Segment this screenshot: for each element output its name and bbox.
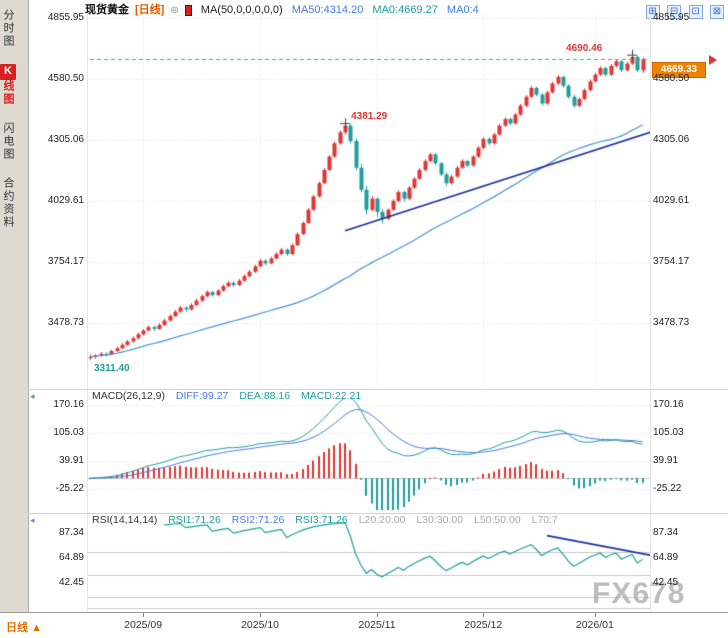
main-y-axis-label: 3478.73: [653, 317, 690, 328]
price-annotation: 3311.40: [94, 363, 130, 375]
main-y-axis-label: 4305.06: [47, 134, 84, 145]
candle-chart-label: 线图: [2, 80, 14, 106]
main-y-axis-label: 3754.17: [47, 256, 84, 267]
rsi-y-axis-label: 64.89: [653, 552, 679, 563]
rsi-y-axis-label: 87.34: [58, 527, 84, 538]
indicator-pane-icon[interactable]: ⊡: [688, 5, 703, 19]
ma-settings-label[interactable]: MA(50,0,0,0,0,0): [200, 4, 283, 16]
remove-pane-icon[interactable]: ⊟: [667, 5, 682, 19]
date-label: 2025/10: [241, 619, 280, 631]
period-tag[interactable]: [日线]: [135, 4, 165, 16]
rsi-name-label[interactable]: RSI(14,14,14): [92, 514, 158, 526]
chart-header: 现货黄金 [日线] ⊜ MA(50,0,0,0,0,0) MA50:4314.20 …: [85, 1, 485, 16]
period-selector[interactable]: 日线 ▲: [6, 622, 42, 634]
date-label: 2025/09: [124, 619, 163, 631]
time-axis-bar: 日线 ▲ 2025/09 2025/10 2025/11 2025/12 2026/01: [0, 612, 728, 638]
date-label: 2025/11: [358, 619, 396, 631]
left-axis-separator: [87, 14, 88, 612]
macd-diff-value: DIFF:99.27: [175, 390, 229, 402]
rsi-y-axis-label: 87.34: [653, 527, 679, 538]
rsi-header: RSI(14,14,14) RSI1:71.26 RSI2:71.26 RSI3…: [92, 514, 566, 526]
rsi1-value: RSI1:71.26: [168, 514, 221, 526]
date-label: 2025/12: [464, 619, 503, 631]
price-annotation: 4381.29: [351, 111, 388, 123]
axis-tick: [143, 613, 145, 617]
rsi-y-axis-label: 64.89: [58, 552, 84, 563]
date-label: 2026/01: [575, 619, 614, 631]
fullscreen-icon[interactable]: ⊠: [710, 5, 724, 19]
axis-tick: [483, 613, 485, 617]
ma0-value-2: MA0:4: [446, 4, 479, 16]
settings-icon[interactable]: ⊜: [170, 5, 179, 16]
main-y-axis-label: 4580.50: [653, 73, 690, 84]
main-y-axis-label: 4305.06: [653, 134, 690, 145]
axis-tick: [376, 613, 378, 617]
main-y-axis-label: 4029.61: [47, 195, 84, 206]
macd-y-axis-label: 39.91: [653, 455, 679, 466]
rsi-y-axis-label: 42.45: [653, 577, 679, 588]
rsi3-value: RSI3:71.26: [295, 514, 348, 526]
macd-rsi-separator: [28, 513, 728, 514]
rsi-l20-value: L20:20.00: [358, 514, 406, 526]
macd-y-axis-label: 170.16: [653, 399, 684, 410]
main-y-axis-label: 4855.95: [653, 12, 690, 23]
macd-y-axis-label: 170.16: [53, 399, 84, 410]
macd-y-axis-label: -25.22: [653, 483, 682, 494]
price-annotation: 4690.46: [566, 42, 603, 54]
fx678-watermark: FX678: [592, 577, 686, 610]
macd-y-axis-label: 39.91: [58, 455, 84, 466]
period-arrow-icon: ▲: [31, 622, 42, 634]
ma50-value: MA50:4314.20: [291, 4, 364, 16]
current-price-arrow-icon: [709, 54, 717, 65]
rsi-l30-value: L30:30.00: [416, 514, 464, 526]
candle-chart-chip: K: [0, 64, 16, 80]
sidebar-item-time-chart[interactable]: 分时图: [2, 9, 14, 48]
macd-header: MACD(26,12,9) DIFF:99.27 DEA:88.16 MACD:…: [92, 390, 369, 402]
sidebar-item-contract-info[interactable]: 合约资料: [2, 177, 14, 229]
macd-dea-value: DEA:88.16: [239, 390, 291, 402]
main-y-axis-label: 3754.17: [653, 256, 690, 267]
rsi-indicator-canvas[interactable]: [88, 522, 650, 612]
sidebar-item-lightning-chart[interactable]: 闪电图: [2, 122, 14, 161]
macd-hist-value: MACD:22.21: [301, 390, 362, 402]
sidebar-item-candle-chart[interactable]: K线图: [0, 57, 28, 113]
axis-tick: [594, 613, 596, 617]
main-y-axis-label: 4029.61: [653, 195, 690, 206]
rsi-l50-value: L50:50.00: [473, 514, 521, 526]
main-y-axis-label: 3478.73: [47, 317, 84, 328]
macd-y-axis-label: -25.22: [55, 483, 84, 494]
main-macd-separator: [28, 389, 728, 390]
rsi-y-axis-label: 42.45: [58, 577, 84, 588]
macd-y-axis-label: 105.03: [653, 427, 684, 438]
symbol-name: 现货黄金: [85, 4, 129, 16]
macd-collapse-icon[interactable]: ◂: [30, 391, 35, 401]
macd-name-label[interactable]: MACD(26,12,9): [92, 390, 165, 402]
axis-tick: [260, 613, 262, 617]
current-price-badge: 4669.33: [652, 61, 706, 78]
chart-toolbar: ⊞ ⊟ ⊡ ⊠: [643, 1, 724, 19]
rsi2-value: RSI2:71.26: [231, 514, 285, 526]
main-y-axis-label: 4855.95: [47, 12, 84, 23]
macd-indicator-canvas[interactable]: [88, 398, 650, 510]
main-y-axis-label: 4580.50: [47, 73, 84, 84]
rsi-collapse-icon[interactable]: ◂: [30, 515, 35, 525]
right-axis-separator: [650, 14, 651, 612]
chart-type-sidebar: 分时图 K线图 闪电图 合约资料: [0, 0, 29, 612]
rsi-l70-value: L70:7: [531, 514, 558, 526]
main-price-chart-canvas[interactable]: [88, 14, 650, 388]
ma0-value-1: MA0:4669.27: [372, 4, 438, 16]
macd-y-axis-label: 105.03: [53, 427, 84, 438]
